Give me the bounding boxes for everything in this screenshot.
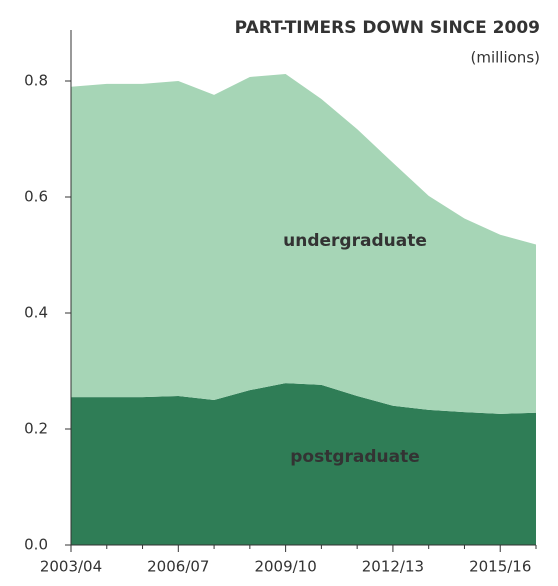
series-label: postgraduate: [290, 447, 420, 467]
y-tick-label: 0.6: [24, 188, 48, 206]
chart-title: PART-TIMERS DOWN SINCE 2009: [235, 18, 540, 38]
y-tick-label: 0.8: [24, 72, 48, 90]
x-tick-label: 2009/10: [254, 558, 316, 576]
chart-subtitle: (millions): [471, 49, 541, 67]
y-tick-label: 0.4: [24, 304, 48, 322]
x-tick-label: 2015/16: [469, 558, 531, 576]
area: [71, 74, 536, 414]
y-tick-label: 0.0: [24, 536, 48, 554]
x-tick-label: 2003/04: [40, 558, 102, 576]
series-label: undergraduate: [283, 231, 427, 251]
x-tick-label: 2012/13: [362, 558, 424, 576]
y-tick-label: 0.2: [24, 420, 48, 438]
x-tick-label: 2006/07: [147, 558, 209, 576]
area: [71, 383, 536, 545]
